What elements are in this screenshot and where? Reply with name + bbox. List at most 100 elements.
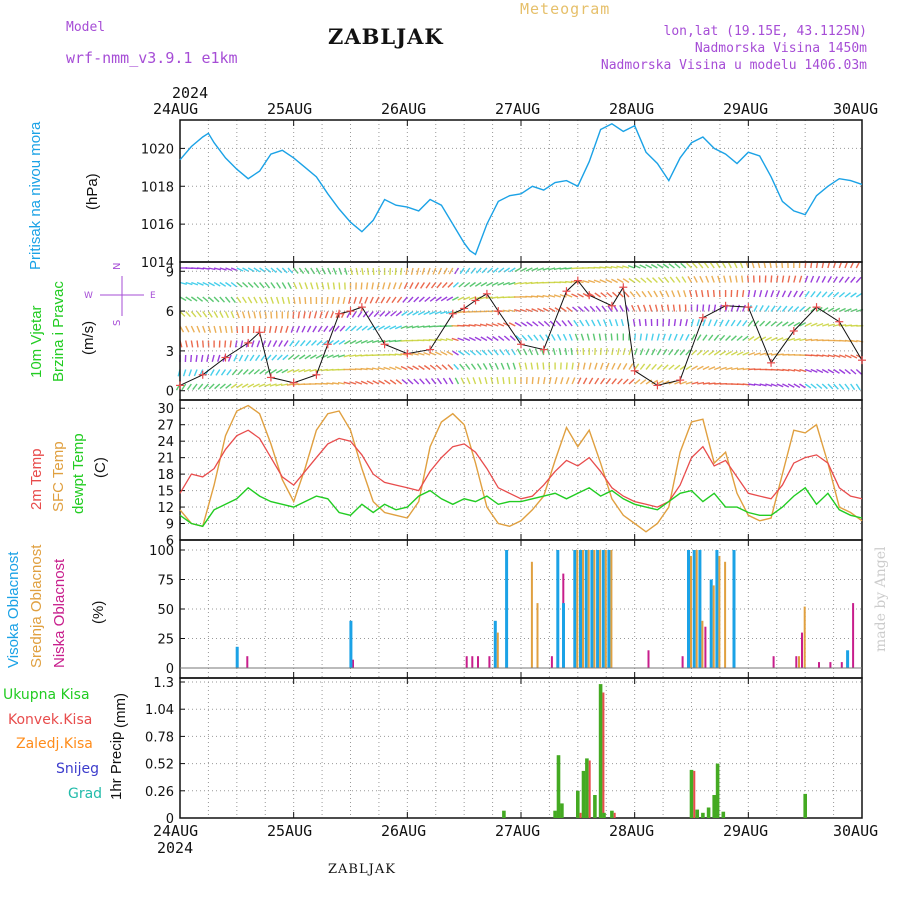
wind-barb	[394, 366, 402, 371]
total-precip-bar	[556, 755, 561, 818]
wind-barb	[810, 290, 816, 298]
high-cloud-bar	[584, 550, 588, 668]
wind-barb	[691, 262, 698, 269]
wind-barb	[696, 334, 702, 341]
mid-cloud-bar	[701, 620, 704, 668]
wind-barb	[770, 320, 777, 327]
wind-barb	[521, 334, 528, 341]
wind-barb	[412, 365, 420, 371]
total-precip-bar	[695, 809, 699, 818]
wind-barb	[276, 267, 283, 274]
elevation-label: Nadmorska Visina 1450m	[694, 41, 867, 56]
wind-barb	[211, 354, 215, 362]
wind-barb	[776, 368, 784, 372]
wind-barb	[190, 340, 194, 348]
wind-barb	[378, 379, 385, 385]
wind-barb	[418, 296, 425, 303]
high-cloud-bar	[505, 550, 509, 668]
wind-barb	[269, 383, 277, 387]
wind-barb	[657, 379, 664, 385]
wind-barb	[639, 348, 644, 356]
wind-barb	[565, 377, 570, 385]
wind-barb	[522, 348, 528, 356]
wind-barb	[226, 369, 232, 376]
wind-barb	[753, 352, 761, 356]
wind-barb	[793, 321, 801, 327]
wind-barb	[776, 275, 779, 283]
wind-barb	[332, 339, 340, 346]
wind-barb	[582, 377, 588, 385]
wind-barb	[799, 383, 806, 389]
top-date-label: 24AUG	[153, 100, 199, 118]
wind-barb	[459, 363, 465, 370]
wind-barb	[832, 276, 838, 283]
wind-barb	[717, 275, 721, 283]
wind-barb	[747, 320, 754, 327]
wind-barb	[331, 296, 335, 304]
wind-barb	[253, 311, 257, 319]
wind-barb	[764, 305, 770, 312]
wind-barb	[349, 267, 353, 275]
wind-barb	[479, 323, 488, 327]
y-tick-label: 30	[157, 402, 174, 417]
wind-barb	[543, 320, 550, 327]
wind-barb	[623, 291, 630, 298]
wind-barb	[440, 296, 448, 302]
wind-barb	[650, 263, 658, 269]
wind-barb	[236, 325, 239, 334]
wind-barb	[453, 363, 460, 370]
wind-barb	[389, 366, 397, 371]
y-tick-label: 100	[149, 544, 174, 559]
wind-barb	[320, 382, 328, 385]
wind-barb	[208, 383, 215, 390]
wind-barb	[354, 368, 362, 371]
wind-barb	[505, 348, 511, 356]
wind-barb	[434, 351, 442, 356]
wind-barb	[434, 338, 442, 342]
wind-barb	[810, 383, 817, 389]
wind-barb	[192, 383, 198, 391]
wind-barb	[793, 383, 801, 389]
wind-barb	[371, 339, 380, 344]
wind-barb	[612, 291, 619, 298]
total-precip-bar	[701, 812, 705, 818]
high-cloud-bar	[562, 603, 565, 668]
wind-barb	[470, 363, 477, 370]
wind-barb	[679, 333, 684, 341]
wind-barb	[599, 279, 607, 284]
wind-barb	[759, 336, 767, 342]
wind-barb	[242, 267, 250, 272]
wind-barb	[406, 325, 414, 329]
low-cloud-bar	[647, 650, 650, 668]
y-tick-label: 1016	[141, 218, 174, 233]
wind-barb	[816, 322, 824, 327]
wind-barb	[715, 261, 721, 269]
total-precip-bar	[585, 758, 589, 818]
total-precip-bar	[553, 810, 557, 818]
y-tick-label: 0.52	[145, 758, 174, 773]
y-tick-label: 0	[166, 385, 174, 400]
wind-barb	[549, 320, 556, 327]
wind-barb	[748, 351, 756, 356]
wind-barb	[674, 262, 681, 269]
wind-barb	[326, 382, 334, 385]
wind-barb	[509, 335, 516, 342]
wind-barb	[839, 324, 847, 327]
wind-barb	[622, 363, 628, 370]
y-tick-label: 21	[157, 452, 174, 467]
wind-barb	[457, 324, 465, 327]
wind-barb	[593, 279, 601, 284]
wind-barb	[502, 281, 510, 286]
wind-barb	[656, 263, 664, 269]
wind-barb	[651, 379, 658, 385]
legend-convective-rain: Konvek.Kisa	[8, 712, 93, 728]
wind-barb	[702, 304, 705, 312]
wind-barb	[407, 296, 414, 303]
wind-barb	[219, 325, 222, 333]
wind-barb	[409, 282, 414, 290]
wind-barb	[616, 348, 620, 356]
wind-barb	[213, 325, 217, 333]
wind-barb	[440, 351, 448, 356]
wind-barb	[553, 267, 561, 271]
wind-barb	[844, 368, 851, 375]
